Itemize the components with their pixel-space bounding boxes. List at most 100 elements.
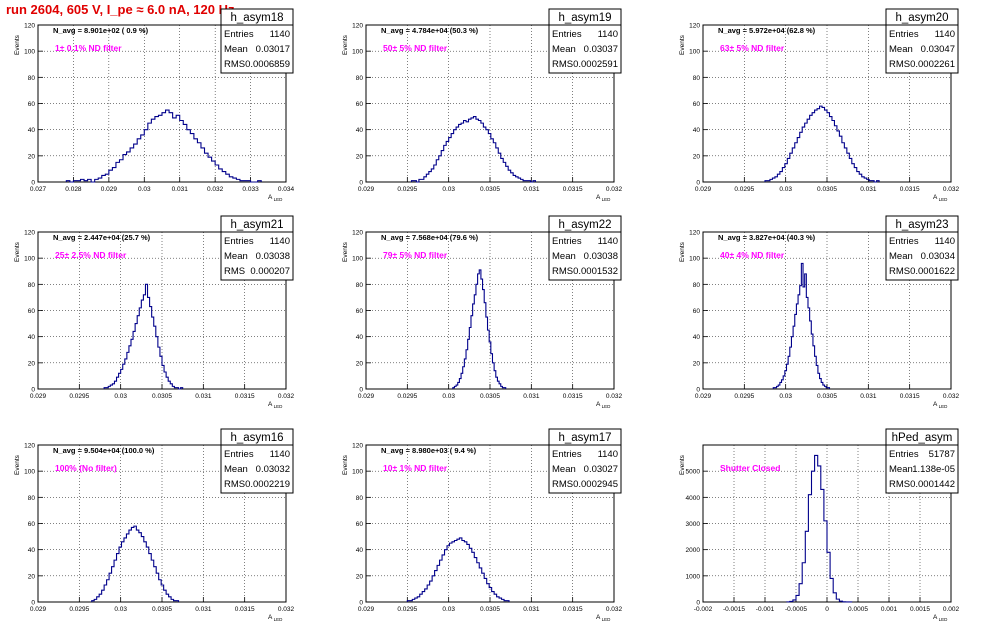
y-tick-label: 1000 bbox=[686, 573, 701, 580]
y-tick-label: 60 bbox=[356, 308, 364, 315]
y-axis-label: Events bbox=[679, 454, 686, 475]
stats-value: 1140 bbox=[598, 29, 618, 40]
x-axis-label-sub: LED bbox=[600, 404, 611, 409]
y-tick-label: 20 bbox=[356, 153, 364, 160]
stats-label: RMS bbox=[552, 479, 573, 490]
histogram-series bbox=[410, 116, 537, 183]
stats-value: 0.03034 bbox=[921, 251, 955, 262]
y-axis-label: Events bbox=[342, 34, 349, 55]
x-tick-label: 0.0295 bbox=[69, 606, 89, 613]
x-axis-label: A LED bbox=[933, 194, 948, 202]
x-tick-label: 0.0015 bbox=[910, 606, 930, 613]
stats-value: 0.0001622 bbox=[910, 266, 955, 277]
y-tick-label: 120 bbox=[24, 23, 35, 30]
y-tick-label: 0 bbox=[359, 387, 363, 394]
y-axis-label: Events bbox=[342, 241, 349, 262]
histogram-series bbox=[91, 525, 180, 602]
x-axis-label: A LED bbox=[596, 614, 611, 622]
stats-label: RMS bbox=[889, 479, 910, 490]
y-tick-label: 80 bbox=[356, 495, 364, 502]
navg-label: N_avg = 2.447e+04 (25.7 %) bbox=[53, 233, 151, 242]
histogram-name: h_asym22 bbox=[558, 219, 611, 231]
stats-label: RMS bbox=[552, 59, 573, 70]
x-tick-label: 0.0305 bbox=[480, 606, 500, 613]
panel-h_asym20: 0.029 0.0295 0.03 0.0305 0.031 0.0315 0.032 0 20… bbox=[679, 8, 960, 202]
y-tick-label: 20 bbox=[356, 360, 364, 367]
x-tick-label: 0.029 bbox=[101, 186, 118, 193]
y-tick-label: 0 bbox=[359, 180, 363, 187]
x-tick-label: 0.0305 bbox=[152, 393, 172, 400]
stats-label: Entries bbox=[889, 29, 919, 40]
x-tick-label: 0.0315 bbox=[900, 186, 920, 193]
histogram-name: h_asym20 bbox=[895, 12, 948, 24]
y-tick-label: 60 bbox=[356, 101, 364, 108]
x-tick-label: -0.002 bbox=[694, 606, 713, 613]
x-tick-label: 0.032 bbox=[278, 606, 295, 613]
x-tick-label: 0.032 bbox=[207, 186, 224, 193]
y-tick-label: 40 bbox=[693, 334, 701, 341]
y-tick-label: 100 bbox=[689, 256, 700, 263]
y-tick-label: 40 bbox=[356, 127, 364, 134]
x-tick-label: 0.03 bbox=[442, 393, 455, 400]
stats-label: Entries bbox=[552, 449, 582, 460]
y-tick-label: 80 bbox=[28, 75, 36, 82]
y-tick-label: 120 bbox=[689, 23, 700, 30]
navg-label: N_avg = 8.901e+02 ( 0.9 %) bbox=[53, 26, 149, 35]
y-tick-label: 40 bbox=[28, 334, 36, 341]
y-tick-label: 20 bbox=[28, 153, 36, 160]
filter-annotation: Shutter Closed bbox=[720, 463, 780, 473]
x-tick-label: 0.031 bbox=[172, 186, 189, 193]
y-tick-label: 120 bbox=[352, 230, 363, 237]
x-tick-label: 0.0315 bbox=[563, 186, 583, 193]
x-axis-label: A LED bbox=[596, 401, 611, 409]
navg-label: N_avg = 9.504e+04 (100.0 %) bbox=[53, 446, 155, 455]
filter-annotation: 100% (No filter) bbox=[55, 463, 117, 473]
x-axis-label: A LED bbox=[268, 401, 283, 409]
stats-label: Entries bbox=[224, 236, 254, 247]
x-tick-label: 0.034 bbox=[278, 186, 295, 193]
x-tick-label: -0.0005 bbox=[785, 606, 807, 613]
stats-value: 1140 bbox=[935, 236, 955, 247]
x-tick-label: 0.0305 bbox=[480, 186, 500, 193]
x-tick-label: 0.0305 bbox=[817, 186, 837, 193]
y-tick-label: 0 bbox=[31, 180, 35, 187]
y-axis-label: Events bbox=[14, 34, 21, 55]
filter-annotation: 40± 4% ND filter bbox=[720, 250, 785, 260]
stats-value: 0.0002591 bbox=[573, 59, 618, 70]
histogram-name: h_asym21 bbox=[230, 219, 283, 231]
x-tick-label: 0.032 bbox=[943, 186, 960, 193]
y-axis-label: Events bbox=[679, 34, 686, 55]
stats-value: 0.03038 bbox=[584, 251, 618, 262]
y-tick-label: 80 bbox=[28, 495, 36, 502]
stats-value: 0.03017 bbox=[256, 44, 290, 55]
filter-annotation: 63± 5% ND filter bbox=[720, 43, 785, 53]
y-tick-label: 20 bbox=[28, 573, 36, 580]
stats-box bbox=[548, 428, 622, 494]
histogram-series bbox=[786, 454, 853, 603]
x-tick-label: 0.0005 bbox=[848, 606, 868, 613]
stats-box bbox=[220, 428, 294, 494]
filter-annotation: 50± 5% ND filter bbox=[383, 43, 448, 53]
y-tick-label: 100 bbox=[24, 469, 35, 476]
y-tick-label: 80 bbox=[693, 282, 701, 289]
x-tick-label: 0.031 bbox=[860, 186, 877, 193]
stats-box bbox=[885, 215, 959, 281]
panel-h_asym16: 0.029 0.0295 0.03 0.0305 0.031 0.0315 0.032 0 20… bbox=[14, 428, 295, 622]
y-tick-label: 100 bbox=[24, 256, 35, 263]
x-axis-label: A LED bbox=[933, 401, 948, 409]
stats-value: 0.03032 bbox=[256, 464, 290, 475]
y-tick-label: 5000 bbox=[686, 469, 701, 476]
y-tick-label: 80 bbox=[28, 282, 36, 289]
y-tick-label: 20 bbox=[693, 153, 701, 160]
filter-annotation: 79± 5% ND filter bbox=[383, 250, 448, 260]
y-tick-label: 80 bbox=[356, 282, 364, 289]
x-axis-label-sub: LED bbox=[272, 404, 283, 409]
x-tick-label: 0.028 bbox=[65, 186, 82, 193]
stats-label: Mean bbox=[224, 251, 248, 262]
stats-label: Entries bbox=[889, 236, 919, 247]
x-tick-label: 0.0295 bbox=[397, 606, 417, 613]
y-tick-label: 0 bbox=[696, 600, 700, 607]
x-axis-label: A LED bbox=[268, 194, 283, 202]
panel-h_asym22: 0.029 0.0295 0.03 0.0305 0.031 0.0315 0.032 0 20… bbox=[342, 215, 623, 409]
